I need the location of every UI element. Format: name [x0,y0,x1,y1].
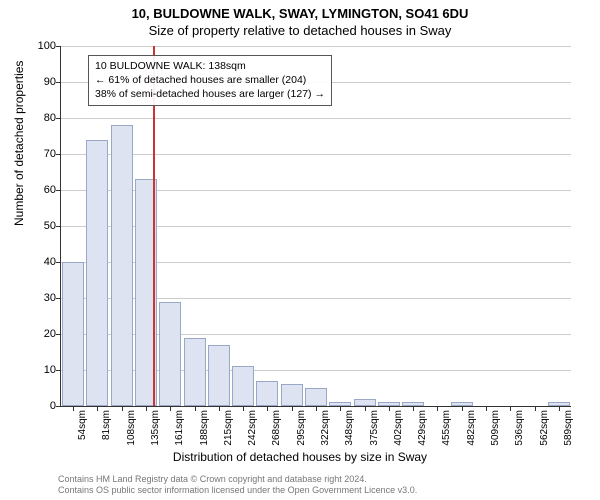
ytick-mark [56,226,61,227]
xtick-label: 108sqm [126,410,137,446]
bar [159,302,181,406]
ytick-label: 80 [26,112,56,124]
ytick-mark [56,370,61,371]
gridline [61,118,571,119]
ytick-label: 30 [26,292,56,304]
xtick-label: 509sqm [490,410,501,446]
xtick-mark [486,406,487,411]
bar [62,262,84,406]
ytick-label: 90 [26,76,56,88]
xtick-mark [170,406,171,411]
xtick-mark [559,406,560,411]
title-sub: Size of property relative to detached ho… [0,23,600,38]
ytick-label: 100 [26,40,56,52]
ytick-label: 10 [26,364,56,376]
ytick-mark [56,190,61,191]
xtick-mark [122,406,123,411]
bar [111,125,133,406]
xtick-label: 375sqm [369,410,380,446]
xtick-label: 215sqm [223,410,234,446]
x-axis-label: Distribution of detached houses by size … [0,450,600,464]
bar [281,384,303,406]
ytick-label: 60 [26,184,56,196]
gridline [61,154,571,155]
ytick-mark [56,46,61,47]
xtick-mark [73,406,74,411]
xtick-label: 429sqm [417,410,428,446]
xtick-mark [340,406,341,411]
xtick-mark [195,406,196,411]
bar [86,140,108,406]
xtick-label: 54sqm [77,410,88,440]
xtick-label: 455sqm [441,410,452,446]
ytick-mark [56,298,61,299]
xtick-mark [243,406,244,411]
xtick-mark [219,406,220,411]
footer-line1: Contains HM Land Registry data © Crown c… [58,474,417,485]
annotation-line: ← 61% of detached houses are smaller (20… [95,73,325,87]
ytick-label: 70 [26,148,56,160]
bar [208,345,230,406]
xtick-mark [510,406,511,411]
xtick-label: 81sqm [101,410,112,440]
xtick-mark [389,406,390,411]
ytick-mark [56,334,61,335]
xtick-label: 322sqm [320,410,331,446]
xtick-mark [316,406,317,411]
xtick-mark [462,406,463,411]
xtick-label: 402sqm [393,410,404,446]
ytick-label: 50 [26,220,56,232]
footer-attribution: Contains HM Land Registry data © Crown c… [58,474,417,496]
bar [305,388,327,406]
annotation-box: 10 BULDOWNE WALK: 138sqm← 61% of detache… [88,55,332,106]
xtick-label: 536sqm [514,410,525,446]
bar [256,381,278,406]
xtick-mark [146,406,147,411]
xtick-mark [267,406,268,411]
xtick-label: 295sqm [296,410,307,446]
xtick-mark [365,406,366,411]
ytick-label: 40 [26,256,56,268]
bar [184,338,206,406]
xtick-label: 348sqm [344,410,355,446]
bar [232,366,254,406]
ytick-mark [56,262,61,263]
ytick-mark [56,82,61,83]
bar [354,399,376,406]
ytick-mark [56,154,61,155]
y-axis-label: Number of detached properties [12,61,26,226]
xtick-label: 242sqm [247,410,258,446]
title-main: 10, BULDOWNE WALK, SWAY, LYMINGTON, SO41… [0,0,600,21]
xtick-label: 135sqm [150,410,161,446]
ytick-label: 20 [26,328,56,340]
ytick-label: 0 [26,400,56,412]
xtick-label: 188sqm [199,410,210,446]
ytick-mark [56,118,61,119]
xtick-mark [437,406,438,411]
footer-line2: Contains OS public sector information li… [58,485,417,496]
ytick-mark [56,406,61,407]
chart-area: 54sqm81sqm108sqm135sqm161sqm188sqm215sqm… [60,46,570,406]
gridline [61,46,571,47]
xtick-mark [413,406,414,411]
xtick-mark [292,406,293,411]
xtick-label: 482sqm [466,410,477,446]
annotation-line: 10 BULDOWNE WALK: 138sqm [95,59,325,73]
xtick-label: 161sqm [174,410,185,446]
xtick-label: 268sqm [271,410,282,446]
xtick-mark [535,406,536,411]
xtick-mark [97,406,98,411]
plot: 54sqm81sqm108sqm135sqm161sqm188sqm215sqm… [60,46,571,407]
xtick-label: 562sqm [539,410,550,446]
annotation-line: 38% of semi-detached houses are larger (… [95,87,325,101]
xtick-label: 589sqm [563,410,574,446]
